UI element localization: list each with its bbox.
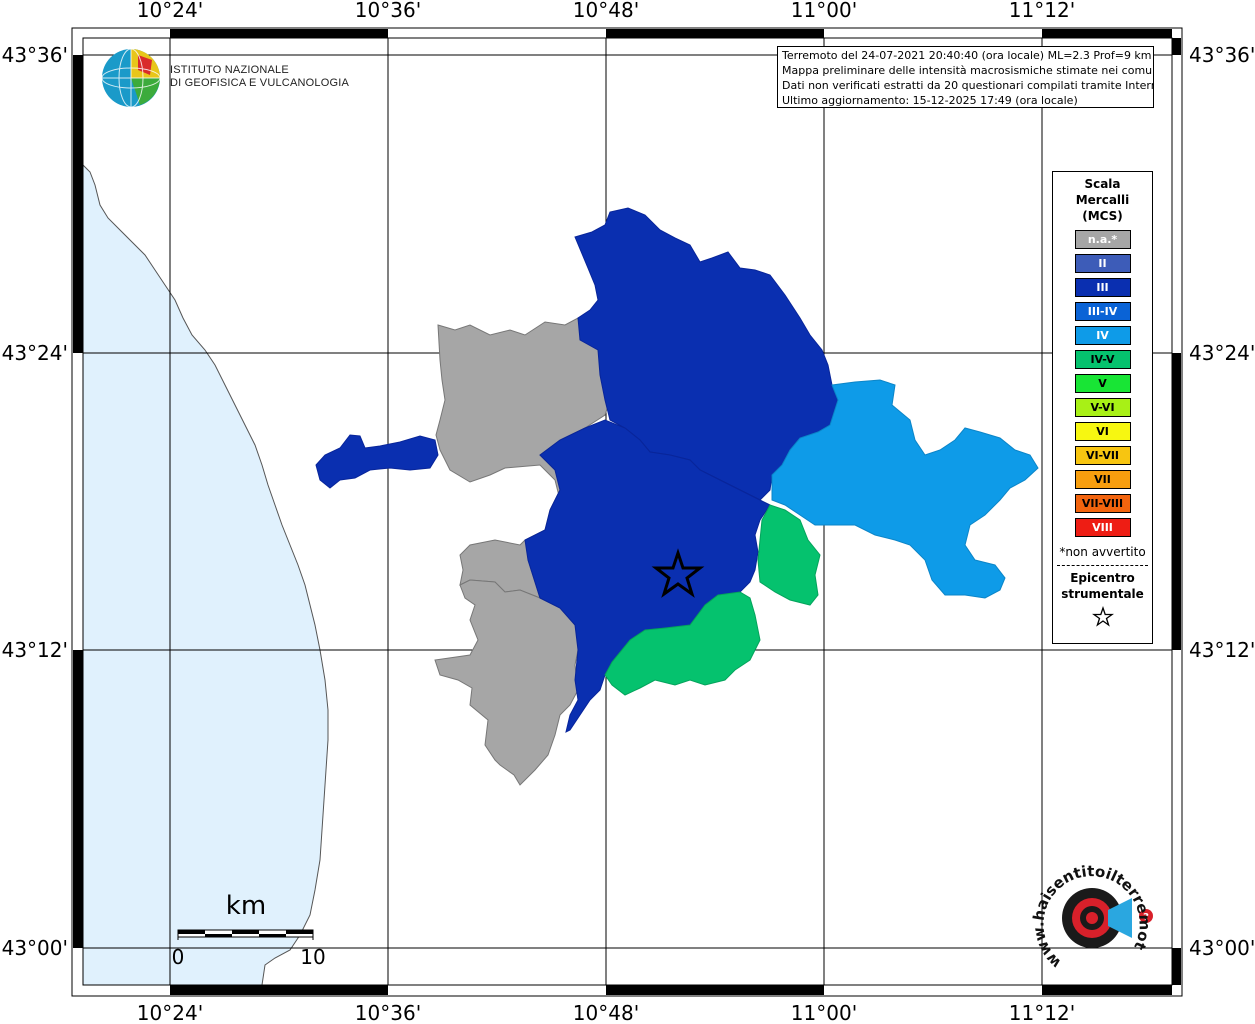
legend-swatch-na: n.a.* bbox=[1074, 230, 1131, 249]
lat-label: 43°12' bbox=[2, 638, 68, 662]
scale-bar-end: 10 bbox=[300, 945, 325, 969]
region-blue-west-exclave bbox=[315, 434, 439, 489]
region-green-south bbox=[604, 591, 761, 696]
longitude-labels-top: 10°24' 10°36' 10°48' 11°00' 11°12' bbox=[137, 0, 1075, 22]
svg-text:?: ? bbox=[1143, 912, 1149, 923]
region-lightblue-east bbox=[771, 379, 1039, 599]
ingv-globe-icon bbox=[101, 48, 161, 108]
legend-title: Scala Mercalli (MCS) bbox=[1053, 176, 1152, 224]
legend-swatch-iv-v: IV-V bbox=[1074, 350, 1131, 369]
legend-epicenter-line: Epicentro bbox=[1070, 571, 1135, 585]
lon-label: 10°36' bbox=[355, 0, 421, 22]
legend-swatch-iii-iv: III-IV bbox=[1074, 302, 1131, 321]
lat-label: 43°24' bbox=[2, 341, 68, 365]
scale-bar-unit: km bbox=[226, 891, 266, 921]
legend-swatch-vii-viii: VII-VIII bbox=[1074, 494, 1131, 513]
lon-label: 10°48' bbox=[573, 1001, 639, 1024]
ingv-logo-line: ISTITUTO NAZIONALE bbox=[170, 64, 289, 76]
legend-swatch-viii: VIII bbox=[1074, 518, 1131, 537]
longitude-labels-bottom: 10°24' 10°36' 10°48' 11°00' 11°12' bbox=[137, 1001, 1075, 1024]
event-info-line: Terremoto del 24-07-2021 20:40:40 (ora l… bbox=[782, 49, 1152, 62]
legend-star-icon bbox=[1053, 605, 1152, 632]
lon-label: 10°24' bbox=[137, 1001, 203, 1024]
legend-na-note: *non avvertito bbox=[1059, 545, 1146, 559]
lon-label: 11°12' bbox=[1009, 0, 1075, 22]
legend-swatch-vii: VII bbox=[1074, 470, 1131, 489]
legend-title-line: Mercalli bbox=[1075, 193, 1130, 207]
region-green-small bbox=[757, 504, 821, 606]
event-info-line: Ultimo aggiornamento: 15-12-2025 17:49 (… bbox=[782, 94, 1078, 107]
legend-epicenter-title: Epicentro strumentale bbox=[1053, 570, 1152, 602]
latitude-labels-left: 43°36' 43°24' 43°12' 43°00' bbox=[2, 43, 68, 960]
lon-label: 11°00' bbox=[791, 1001, 857, 1024]
ingv-logo-text: ISTITUTO NAZIONALE DI GEOFISICA E VULCAN… bbox=[170, 64, 349, 90]
lon-label: 10°48' bbox=[573, 0, 639, 22]
event-info-line: Dati non verificati estratti da 20 quest… bbox=[782, 79, 1154, 92]
event-info-line: Mappa preliminare delle intensità macros… bbox=[782, 64, 1154, 77]
lat-label: 43°00' bbox=[1189, 936, 1255, 960]
lon-label: 10°36' bbox=[355, 1001, 421, 1024]
legend-swatch-v-vi: V-VI bbox=[1074, 398, 1131, 417]
legend-title-line: (MCS) bbox=[1082, 209, 1123, 223]
legend-swatch-iii: III bbox=[1074, 278, 1131, 297]
ingv-logo-line: DI GEOFISICA E VULCANOLOGIA bbox=[170, 77, 349, 89]
epicenter-star-icon bbox=[651, 548, 705, 598]
legend-divider bbox=[1057, 565, 1148, 566]
legend-swatch-v: V bbox=[1074, 374, 1131, 393]
lon-label: 11°00' bbox=[791, 0, 857, 22]
legend-swatch-iv: IV bbox=[1074, 326, 1131, 345]
lat-label: 43°24' bbox=[1189, 341, 1255, 365]
lat-label: 43°36' bbox=[1189, 43, 1255, 67]
sea-area bbox=[82, 38, 329, 986]
legend-epicenter-line: strumentale bbox=[1061, 587, 1144, 601]
lat-label: 43°12' bbox=[1189, 638, 1255, 662]
lon-label: 11°12' bbox=[1009, 1001, 1075, 1024]
intensity-legend: Scala Mercalli (MCS) n.a.* II III III-IV… bbox=[1052, 171, 1153, 644]
legend-swatch-ii: II bbox=[1074, 254, 1131, 273]
lat-label: 43°00' bbox=[2, 936, 68, 960]
legend-title-line: Scala bbox=[1084, 177, 1121, 191]
map-frame bbox=[71, 27, 1183, 997]
legend-swatches: n.a.* II III III-IV IV IV-V V V-VI VI VI… bbox=[1053, 230, 1152, 537]
scale-bar-start: 0 bbox=[172, 945, 185, 969]
legend-swatch-vi-vii: VI-VII bbox=[1074, 446, 1131, 465]
lon-label: 10°24' bbox=[137, 0, 203, 22]
lat-label: 43°36' bbox=[2, 43, 68, 67]
event-info-box: Terremoto del 24-07-2021 20:40:40 (ora l… bbox=[777, 46, 1154, 108]
scale-bar: km 0 10 bbox=[172, 891, 326, 969]
legend-swatch-vi: VI bbox=[1074, 422, 1131, 441]
latitude-labels-right: 43°36' 43°24' 43°12' 43°00' bbox=[1189, 43, 1255, 960]
